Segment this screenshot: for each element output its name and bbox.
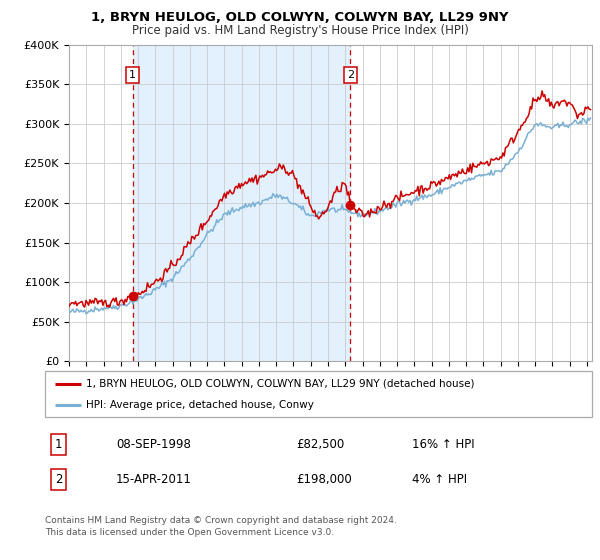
Bar (133, 45, 350, 361)
Text: 2: 2 (55, 473, 62, 486)
Text: 1, BRYN HEULOG, OLD COLWYN, COLWYN BAY, LL29 9NY: 1, BRYN HEULOG, OLD COLWYN, COLWYN BAY, … (91, 11, 509, 24)
Text: £198,000: £198,000 (297, 473, 352, 486)
Text: 08-SEP-1998: 08-SEP-1998 (116, 438, 191, 451)
Text: HPI: Average price, detached house, Conwy: HPI: Average price, detached house, Conw… (86, 400, 314, 410)
Text: 1: 1 (55, 438, 62, 451)
Text: 16% ↑ HPI: 16% ↑ HPI (412, 438, 474, 451)
Text: 2: 2 (347, 70, 354, 80)
Text: Price paid vs. HM Land Registry's House Price Index (HPI): Price paid vs. HM Land Registry's House … (131, 24, 469, 37)
Text: £82,500: £82,500 (297, 438, 345, 451)
Text: Contains HM Land Registry data © Crown copyright and database right 2024.
This d: Contains HM Land Registry data © Crown c… (45, 516, 397, 537)
Text: 4% ↑ HPI: 4% ↑ HPI (412, 473, 467, 486)
Text: 1: 1 (129, 70, 136, 80)
FancyBboxPatch shape (45, 371, 592, 417)
Text: 15-APR-2011: 15-APR-2011 (116, 473, 192, 486)
Text: 1, BRYN HEULOG, OLD COLWYN, COLWYN BAY, LL29 9NY (detached house): 1, BRYN HEULOG, OLD COLWYN, COLWYN BAY, … (86, 379, 475, 389)
